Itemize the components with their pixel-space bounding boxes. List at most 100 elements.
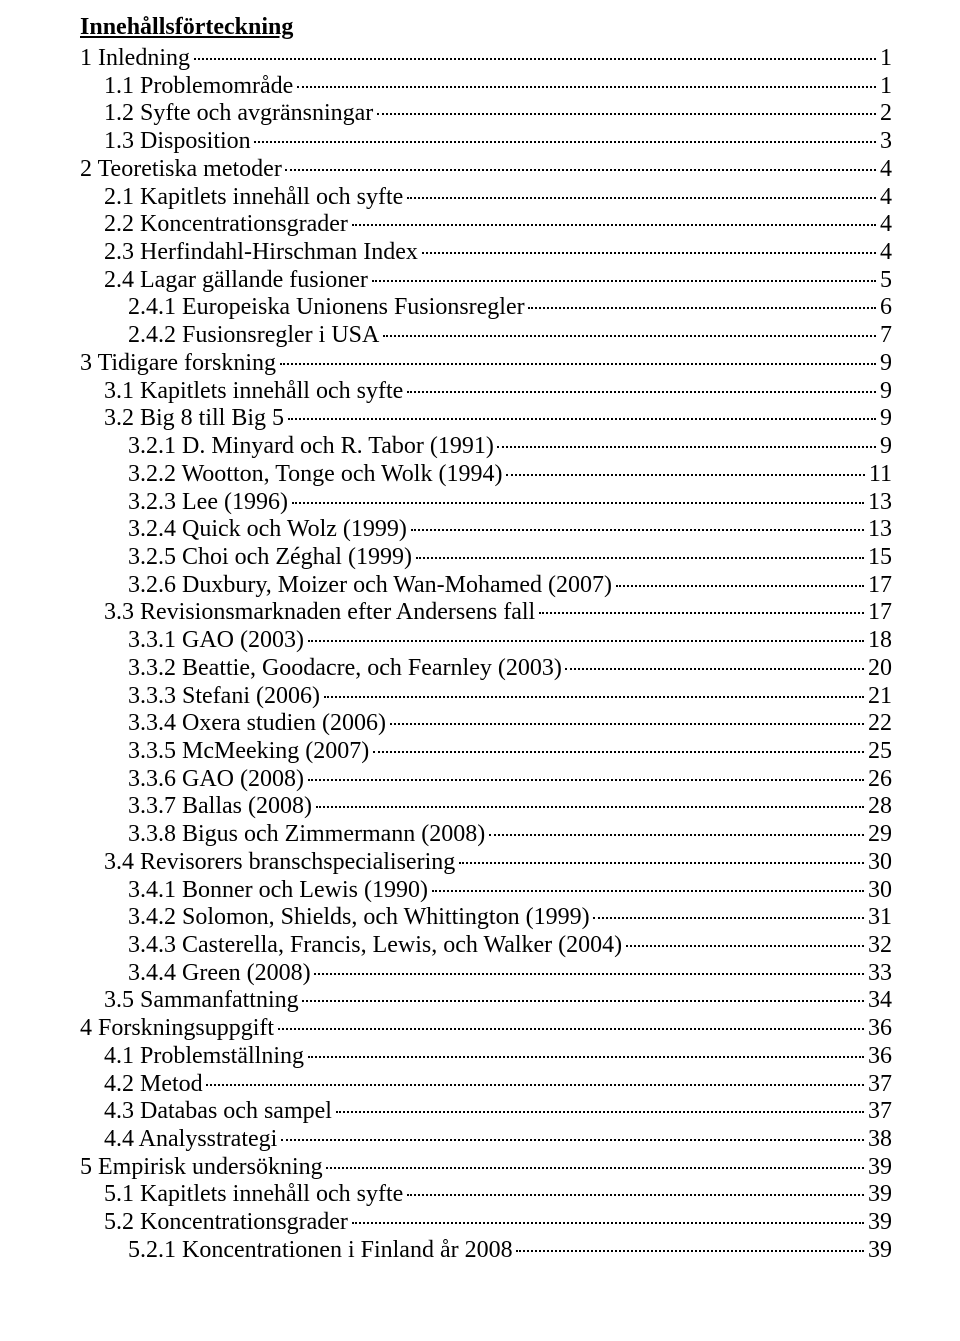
toc-entry-page: 38 [868, 1126, 892, 1154]
toc-entry-page: 17 [868, 599, 892, 627]
toc-entry-page: 5 [880, 267, 892, 295]
toc-entry-page: 32 [868, 932, 892, 960]
toc-entry: 1.3 Disposition 3 [80, 128, 892, 156]
toc-entry-label: 1.3 Disposition [104, 128, 251, 156]
toc-dot-leader [407, 391, 877, 393]
toc-dot-leader [422, 252, 877, 254]
toc-entry-page: 18 [868, 627, 892, 655]
toc-dot-leader [377, 113, 877, 115]
toc-entry-label: 3.2.4 Quick och Wolz (1999) [128, 516, 407, 544]
toc-entry: 3.3.5 McMeeking (2007) 25 [80, 738, 892, 766]
toc-dot-leader [373, 751, 865, 753]
toc-entry-label: 3.3.4 Oxera studien (2006) [128, 710, 386, 738]
toc-entry-label: 5.2.1 Koncentrationen i Finland år 2008 [128, 1237, 513, 1265]
toc-dot-leader [292, 502, 865, 504]
toc-title: Innehållsförteckning [80, 14, 892, 41]
toc-entry-label: 3.4 Revisorers branschspecialisering [104, 849, 455, 877]
toc-entry-page: 26 [868, 766, 892, 794]
toc-entry-label: 3.2.3 Lee (1996) [128, 489, 288, 517]
toc-entry-label: 3.4.4 Green (2008) [128, 960, 311, 988]
toc-entry-label: 1.1 Problemområde [104, 73, 293, 101]
toc-entry-page: 3 [880, 128, 892, 156]
toc-dot-leader [254, 141, 876, 143]
toc-dot-leader [416, 557, 865, 559]
toc-entry-page: 15 [868, 544, 892, 572]
toc-entry-page: 22 [868, 710, 892, 738]
toc-entry-label: 3.3.1 GAO (2003) [128, 627, 304, 655]
toc-dot-leader [390, 723, 865, 725]
toc-entry-page: 11 [869, 461, 892, 489]
toc-entry-page: 39 [868, 1237, 892, 1265]
toc-entry: 1 Inledning 1 [80, 45, 892, 73]
toc-entry: 1.2 Syfte och avgränsningar 2 [80, 100, 892, 128]
toc-entry-page: 6 [880, 294, 892, 322]
toc-entry-label: 2.1 Kapitlets innehåll och syfte [104, 184, 403, 212]
toc-entry: 3.3.8 Bigus och Zimmermann (2008) 29 [80, 821, 892, 849]
toc-entry-label: 3.2.6 Duxbury, Moizer och Wan-Mohamed (2… [128, 572, 612, 600]
toc-dot-leader [407, 197, 877, 199]
toc-entry: 3.4.1 Bonner och Lewis (1990) 30 [80, 877, 892, 905]
toc-dot-leader [489, 834, 865, 836]
toc-entry: 2.4 Lagar gällande fusioner 5 [80, 267, 892, 295]
toc-dot-leader [281, 1139, 865, 1141]
toc-entry: 3 Tidigare forskning 9 [80, 350, 892, 378]
toc-dot-leader [308, 1056, 865, 1058]
toc-entry-page: 13 [868, 516, 892, 544]
toc-entry-label: 4 Forskningsuppgift [80, 1015, 274, 1043]
toc-entry-page: 33 [868, 960, 892, 988]
toc-entry: 3.5 Sammanfattning 34 [80, 987, 892, 1015]
toc-entry: 3.3.1 GAO (2003) 18 [80, 627, 892, 655]
toc-entry-label: 3.3.5 McMeeking (2007) [128, 738, 369, 766]
toc-entry-label: 3 Tidigare forskning [80, 350, 276, 378]
toc-entry-label: 3.4.1 Bonner och Lewis (1990) [128, 877, 428, 905]
toc-list: 1 Inledning 11.1 Problemområde 11.2 Syft… [80, 45, 892, 1265]
toc-entry-page: 36 [868, 1043, 892, 1071]
toc-entry-label: 5.1 Kapitlets innehåll och syfte [104, 1181, 403, 1209]
toc-dot-leader [411, 529, 865, 531]
toc-entry-page: 13 [868, 489, 892, 517]
toc-entry-page: 39 [868, 1209, 892, 1237]
toc-entry-page: 39 [868, 1154, 892, 1182]
toc-entry: 3.3.6 GAO (2008) 26 [80, 766, 892, 794]
toc-dot-leader [194, 58, 877, 60]
toc-entry-label: 3.4.3 Casterella, Francis, Lewis, och Wa… [128, 932, 622, 960]
toc-entry-page: 39 [868, 1181, 892, 1209]
toc-entry-label: 3.2 Big 8 till Big 5 [104, 405, 284, 433]
toc-entry-label: 3.3.3 Stefani (2006) [128, 683, 320, 711]
toc-entry: 3.4.4 Green (2008) 33 [80, 960, 892, 988]
toc-dot-leader [432, 890, 865, 892]
toc-entry-page: 17 [868, 572, 892, 600]
toc-dot-leader [528, 307, 876, 309]
toc-entry: 3.3.7 Ballas (2008) 28 [80, 793, 892, 821]
toc-entry-label: 1 Inledning [80, 45, 190, 73]
toc-entry-label: 2.4.1 Europeiska Unionens Fusionsregler [128, 294, 525, 322]
toc-entry: 4 Forskningsuppgift 36 [80, 1015, 892, 1043]
toc-entry: 5 Empirisk undersökning 39 [80, 1154, 892, 1182]
toc-entry: 4.2 Metod 37 [80, 1071, 892, 1099]
toc-entry: 3.2.3 Lee (1996) 13 [80, 489, 892, 517]
toc-entry: 5.2 Koncentrationsgrader 39 [80, 1209, 892, 1237]
toc-entry: 3.2.1 D. Minyard och R. Tabor (1991) 9 [80, 433, 892, 461]
toc-dot-leader [372, 280, 877, 282]
toc-entry-page: 9 [880, 433, 892, 461]
toc-entry: 2.3 Herfindahl-Hirschman Index 4 [80, 239, 892, 267]
toc-dot-leader [626, 945, 865, 947]
toc-dot-leader [326, 1167, 864, 1169]
toc-entry-label: 3.3.7 Ballas (2008) [128, 793, 312, 821]
toc-entry: 3.4.3 Casterella, Francis, Lewis, och Wa… [80, 932, 892, 960]
toc-dot-leader [506, 474, 865, 476]
toc-entry-label: 1.2 Syfte och avgränsningar [104, 100, 373, 128]
toc-dot-leader [336, 1111, 865, 1113]
toc-entry-page: 28 [868, 793, 892, 821]
toc-entry-page: 37 [868, 1098, 892, 1126]
toc-entry: 2.1 Kapitlets innehåll och syfte 4 [80, 184, 892, 212]
toc-entry-page: 9 [880, 378, 892, 406]
toc-entry: 4.1 Problemställning 36 [80, 1043, 892, 1071]
toc-entry-page: 4 [880, 156, 892, 184]
toc-dot-leader [565, 668, 864, 670]
toc-dot-leader [280, 363, 877, 365]
toc-entry: 3.2 Big 8 till Big 5 9 [80, 405, 892, 433]
toc-entry-label: 5 Empirisk undersökning [80, 1154, 323, 1182]
toc-entry-label: 2 Teoretiska metoder [80, 156, 282, 184]
toc-entry-label: 5.2 Koncentrationsgrader [104, 1209, 348, 1237]
